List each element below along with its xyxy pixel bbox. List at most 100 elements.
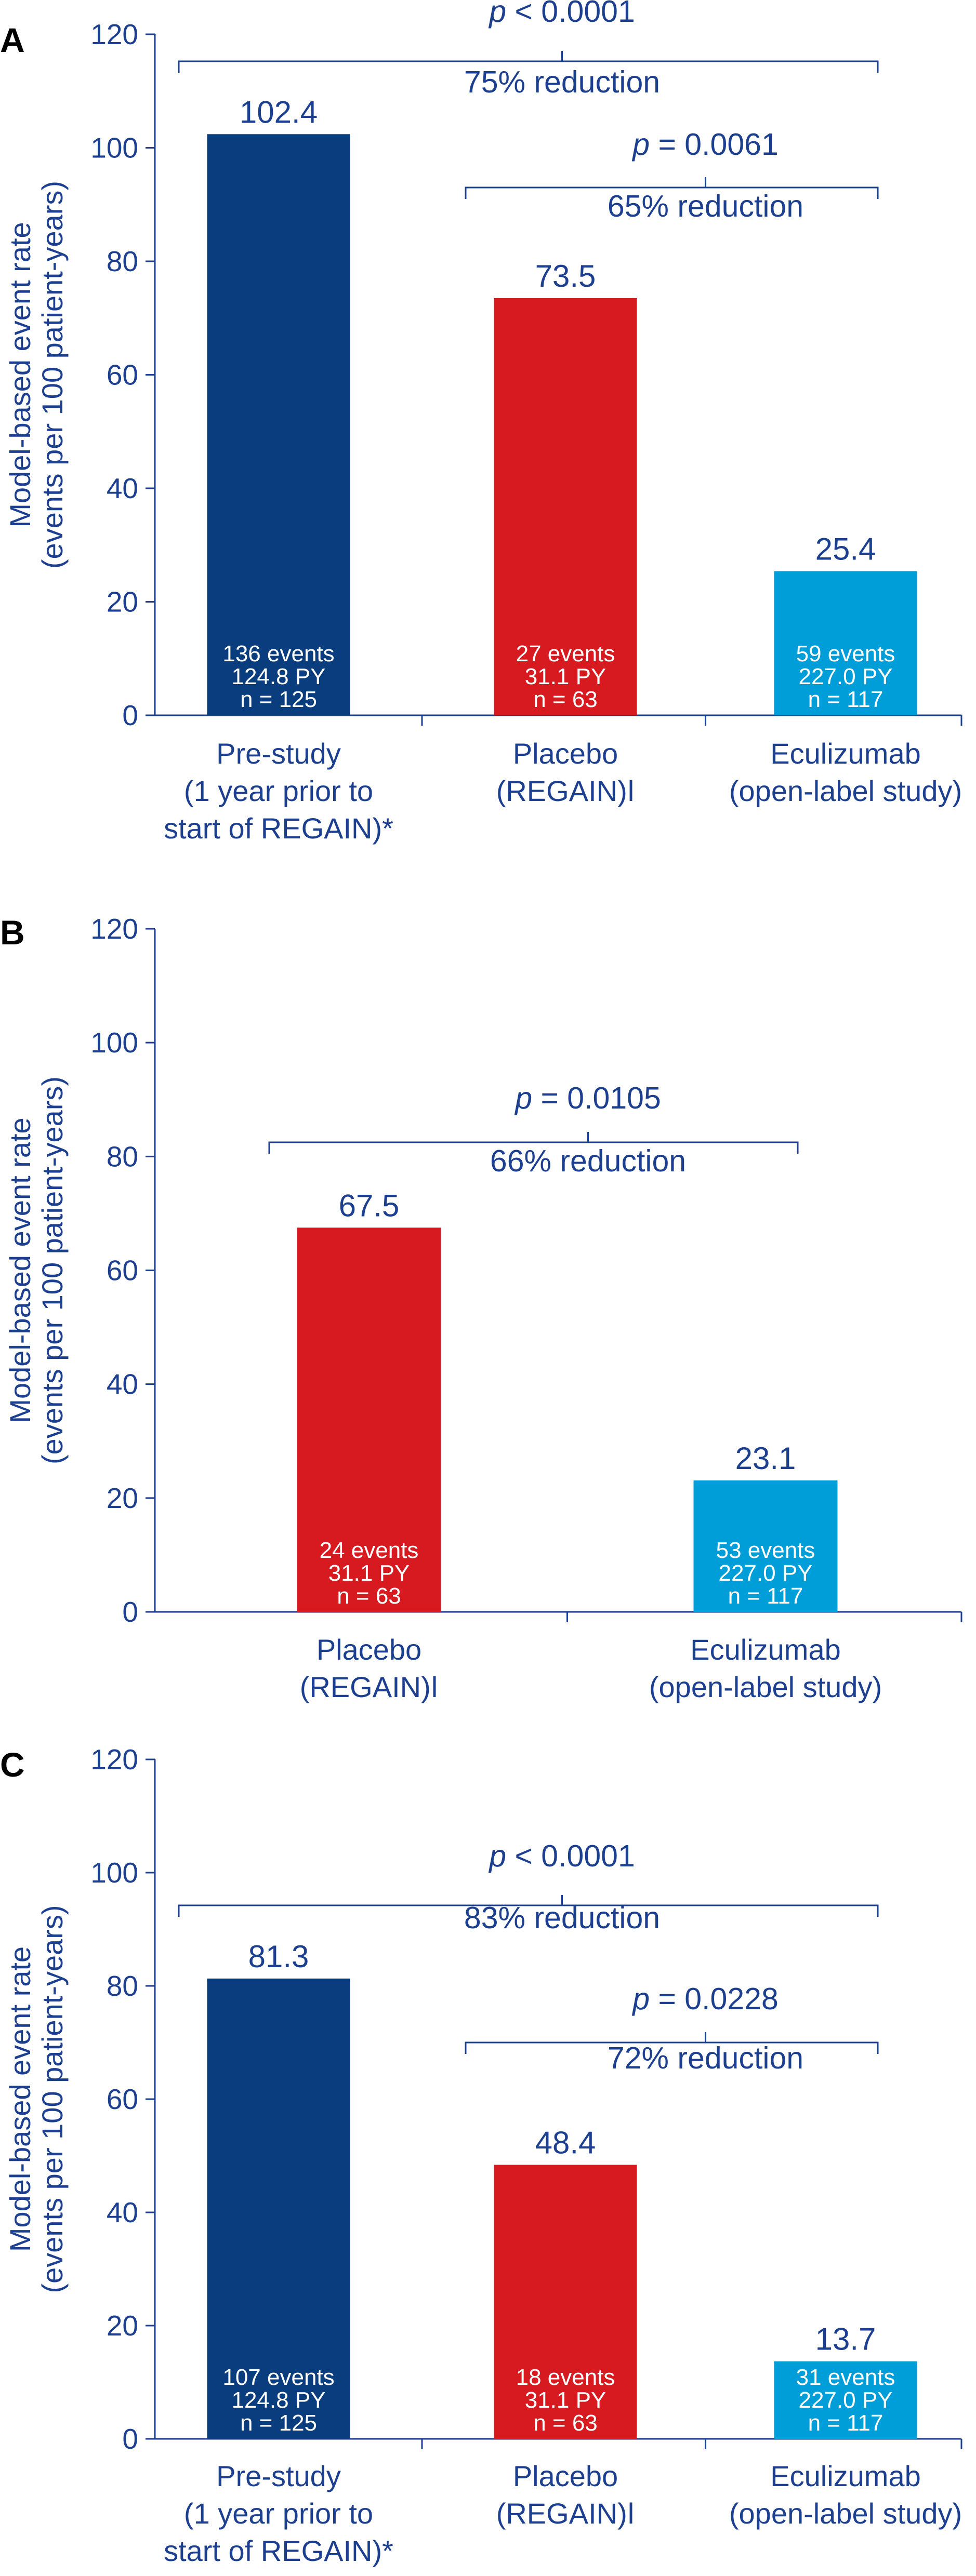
bar (774, 2361, 917, 2439)
bar-count-label: 31.1 PY (525, 2387, 606, 2413)
x-category-label: (open-label study) (729, 2497, 962, 2530)
bar (207, 1978, 350, 2439)
comparison-bracket (178, 1904, 879, 1917)
reduction-label: 66% reduction (490, 1144, 686, 1178)
p-value-label: p < 0.0001 (488, 1839, 635, 1873)
y-tick-label: 80 (107, 1970, 138, 2002)
bar-value-label: 102.4 (240, 95, 318, 129)
x-category-label: Eculizumab (690, 1633, 840, 1666)
bar-value-label: 67.5 (339, 1188, 400, 1223)
x-category-label: (1 year prior to (184, 775, 373, 807)
bar-value-label: 25.4 (815, 532, 876, 567)
y-tick-label: 40 (107, 472, 138, 504)
bar-count-label: n = 117 (728, 1583, 803, 1609)
comparison-bracket (465, 2041, 879, 2054)
bar-count-label: 31.1 PY (525, 664, 606, 689)
y-axis-label: Model-based event rate (events per 100 pa… (4, 1905, 69, 2293)
x-category-label: Placebo (513, 737, 618, 770)
bar-count-label: 27 events (516, 641, 615, 666)
y-tick-label: 100 (90, 1026, 138, 1059)
bar (494, 2165, 637, 2439)
reduction-label: 83% reduction (464, 1901, 660, 1935)
y-axis-label-line: (events per 100 patient-years) (36, 1076, 69, 1464)
bar-count-label: n = 63 (337, 1583, 401, 1609)
y-tick-label: 80 (107, 1140, 138, 1172)
reduction-label: 75% reduction (464, 65, 660, 99)
bar-count-label: 53 events (716, 1538, 815, 1563)
x-category-label: (open-label study) (729, 775, 962, 807)
bar-count-label: 124.8 PY (231, 664, 325, 689)
chart-panel-c: C Model-based event rate (events per 100 p… (0, 1743, 962, 2567)
y-tick-label: 60 (107, 359, 138, 391)
panel-letter: A (0, 21, 25, 59)
y-tick-label: 20 (107, 586, 138, 618)
y-axis-label: Model-based event rate (events per 100 pa… (4, 181, 69, 569)
x-category-label: Pre-study (216, 2460, 341, 2492)
comparison-bracket (465, 186, 879, 199)
y-axis-label-line: Model-based event rate (4, 222, 36, 527)
x-category-label: Eculizumab (770, 2460, 920, 2492)
bar-count-label: 227.0 PY (798, 664, 892, 689)
y-tick-label: 0 (122, 699, 138, 731)
y-axis-label-line: Model-based event rate (4, 1946, 36, 2252)
bar-count-label: 136 events (222, 641, 334, 666)
p-value-label: p = 0.0105 (514, 1081, 661, 1115)
p-symbol: p (488, 0, 506, 29)
p-value: < 0.0001 (506, 0, 635, 29)
panel-letter: B (0, 913, 25, 952)
bar (297, 1227, 441, 1612)
p-value: = 0.0061 (650, 127, 779, 162)
y-tick-label: 100 (90, 132, 138, 164)
p-value: < 0.0001 (506, 1839, 635, 1873)
x-category-label: (REGAIN)ǀ (496, 2497, 635, 2530)
bar-count-label: 124.8 PY (231, 2387, 325, 2413)
y-tick-label: 40 (107, 2196, 138, 2228)
p-value-label: p < 0.0001 (488, 0, 635, 29)
y-tick-label: 40 (107, 1368, 138, 1400)
y-tick-label: 60 (107, 2083, 138, 2115)
bar-value-label: 48.4 (535, 2125, 596, 2160)
bar-count-label: 227.0 PY (718, 1560, 812, 1586)
y-tick-label: 0 (122, 2423, 138, 2455)
bar-value-label: 23.1 (735, 1441, 796, 1476)
bar-value-label: 81.3 (248, 1939, 309, 1974)
bar-count-label: n = 125 (240, 2410, 317, 2436)
y-tick-label: 60 (107, 1254, 138, 1287)
reduction-label: 65% reduction (608, 189, 803, 223)
x-category-label: Placebo (513, 2460, 618, 2492)
bar-count-label: 18 events (516, 2365, 615, 2390)
bar (207, 134, 350, 715)
x-category-label: Eculizumab (770, 737, 920, 770)
panel-letter: C (0, 1745, 25, 1784)
x-category-label: (open-label study) (649, 1671, 882, 1703)
y-axis-label: Model-based event rate (events per 100 pa… (4, 1076, 69, 1464)
x-category-label: Pre-study (216, 737, 341, 770)
y-tick-label: 100 (90, 1857, 138, 1889)
bar-count-label: n = 117 (808, 2410, 883, 2436)
p-symbol: p (631, 1982, 650, 2016)
x-category-label: start of REGAIN)* (164, 2534, 393, 2567)
x-category-label: start of REGAIN)* (164, 812, 393, 845)
y-axis-label-line: (events per 100 patient-years) (36, 1905, 69, 2293)
p-symbol: p (631, 127, 650, 162)
bar-count-label: 31.1 PY (328, 1560, 410, 1586)
bar (693, 1480, 838, 1612)
y-axis-label-line: (events per 100 patient-years) (36, 181, 69, 569)
bar-value-label: 73.5 (535, 259, 596, 293)
chart-panel-b: B Model-based event rate (events per 100 p… (0, 913, 962, 1703)
x-category-label: Placebo (316, 1633, 421, 1666)
bar-count-label: 107 events (222, 2365, 334, 2390)
y-tick-label: 120 (90, 1743, 138, 1776)
bar (774, 571, 917, 715)
x-category-label: (REGAIN)ǀ (300, 1671, 439, 1703)
y-tick-label: 80 (107, 245, 138, 277)
bar-count-label: n = 63 (533, 687, 598, 712)
bar-count-label: n = 117 (808, 687, 883, 712)
p-symbol: p (488, 1839, 506, 1873)
bar-count-label: 59 events (796, 641, 895, 666)
x-category-label: (REGAIN)ǀ (496, 775, 635, 807)
y-tick-label: 20 (107, 1482, 138, 1514)
p-value: = 0.0105 (532, 1081, 661, 1115)
bar-count-label: 24 events (320, 1538, 419, 1563)
